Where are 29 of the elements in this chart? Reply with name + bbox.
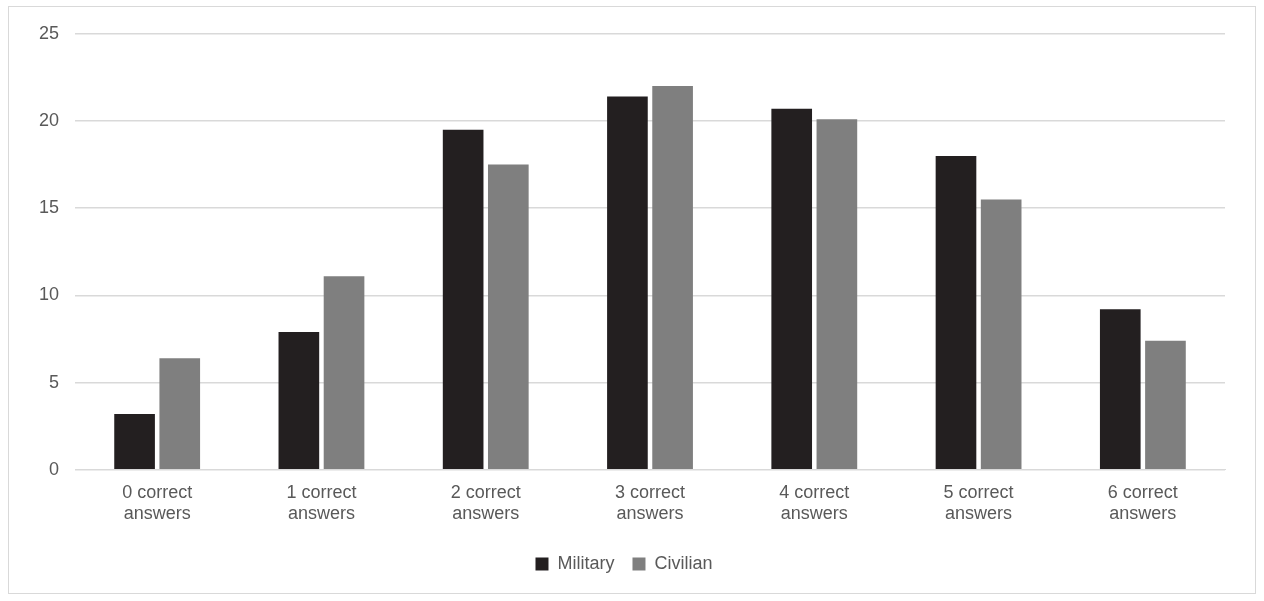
bar	[1099, 309, 1141, 470]
bar	[607, 96, 648, 470]
x-tick-label: 2 correct answers	[450, 481, 521, 524]
y-tick-label: 5	[49, 371, 60, 392]
bar	[442, 129, 484, 470]
y-tick-label: 10	[38, 284, 60, 305]
y-tick-label: 20	[38, 109, 60, 130]
bar	[159, 358, 201, 470]
x-tick-label: 4 correct answers	[779, 481, 850, 524]
bar	[980, 199, 1022, 470]
x-tick-label: 6 correct answers	[1107, 481, 1178, 524]
legend-label: Civilian	[654, 552, 713, 573]
bar	[323, 276, 365, 470]
x-tick-label: 3 correct answers	[615, 481, 686, 524]
bar	[487, 164, 529, 470]
bar	[114, 413, 155, 470]
bar	[278, 332, 320, 470]
y-tick-label: 25	[38, 22, 60, 43]
bar	[935, 155, 977, 470]
bar	[652, 86, 693, 470]
x-tick-label: 5 correct answers	[943, 481, 1014, 524]
bar	[1145, 340, 1186, 470]
x-tick-label: 1 correct answers	[286, 481, 357, 524]
bar	[771, 108, 813, 470]
bar	[816, 119, 858, 470]
y-tick-label: 0	[49, 458, 60, 479]
legend-label: Military	[557, 552, 615, 573]
x-tick-label: 0 correct answers	[122, 481, 193, 524]
y-tick-label: 15	[38, 197, 60, 218]
